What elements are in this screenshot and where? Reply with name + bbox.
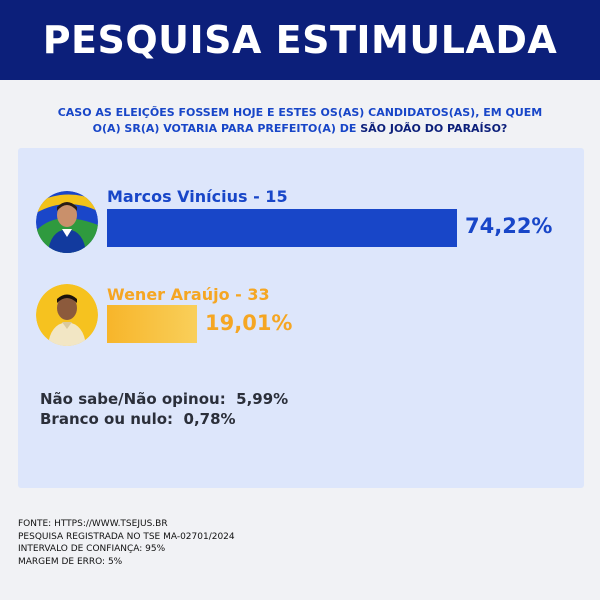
blank-null-value: 0,78% — [183, 410, 236, 428]
candidate-1-bar — [107, 209, 457, 247]
candidate-2-avatar — [36, 284, 98, 346]
footer-source: FONTE: HTTPS://WWW.TSEJUS.BR — [18, 519, 168, 529]
candidate-2-name: Wener Araújo - 33 — [107, 285, 270, 304]
question-line-2-prefix: O(A) SR(A) VOTARIA PARA PREFEITO(A) DE — [92, 122, 361, 135]
header-banner: PESQUISA ESTIMULADA — [0, 0, 600, 80]
candidate-2-percent: 19,01% — [205, 311, 293, 335]
footer-registration: PESQUISA REGISTRADA NO TSE MA-02701/2024 — [18, 531, 235, 542]
question-line-1: CASO AS ELEIÇÕES FOSSEM HOJE E ESTES OS(… — [57, 106, 543, 119]
question-city: SÃO JOÃO DO PARAÍSO? — [360, 122, 508, 135]
blank-null-row: Branco ou nulo: 0,78% — [40, 410, 236, 428]
candidate-1-percent: 74,22% — [465, 214, 553, 238]
page-title: PESQUISA ESTIMULADA — [42, 18, 558, 62]
candidate-1-name: Marcos Vinícius - 15 — [107, 187, 288, 206]
footer-margin: MARGEM DE ERRO: 5% — [18, 556, 123, 567]
footer-notes: FONTE: HTTPS://WWW.TSEJUS.BR PESQUISA RE… — [18, 518, 235, 568]
results-panel — [18, 148, 584, 488]
undecided-value: 5,99% — [236, 390, 289, 408]
undecided-row: Não sabe/Não opinou: 5,99% — [40, 390, 288, 408]
footer-confidence: INTERVALO DE CONFIANÇA: 95% — [18, 544, 166, 554]
candidate-2-bar — [107, 305, 197, 343]
undecided-label: Não sabe/Não opinou: — [40, 390, 226, 408]
blank-null-label: Branco ou nulo: — [40, 410, 174, 428]
question-line-2: O(A) SR(A) VOTARIA PARA PREFEITO(A) DE S… — [40, 121, 560, 137]
candidate-1-avatar — [36, 191, 98, 253]
survey-question: CASO AS ELEIÇÕES FOSSEM HOJE E ESTES OS(… — [40, 105, 560, 137]
